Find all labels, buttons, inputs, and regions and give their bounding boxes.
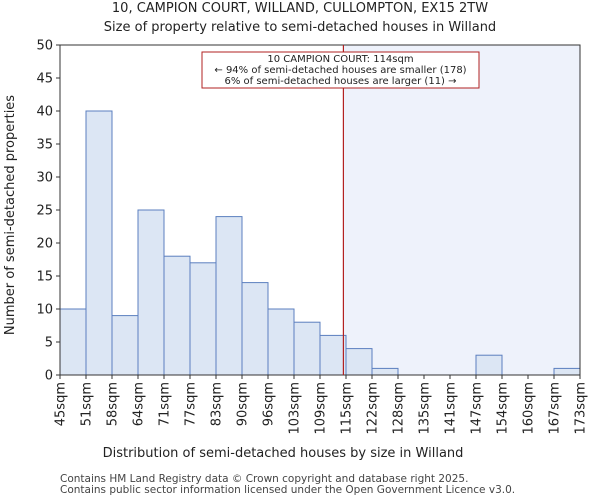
x-tick-label: 141sqm	[444, 382, 459, 435]
bar-96sqm	[267, 308, 295, 376]
x-tick-label: 58sqm	[106, 382, 121, 426]
footer-licence: Contains public sector information licen…	[60, 484, 516, 496]
x-tick-label: 122sqm	[366, 382, 381, 435]
bar-45sqm	[59, 308, 87, 376]
x-tick-label: 77sqm	[184, 382, 199, 426]
x-tick-label: 96sqm	[262, 382, 277, 426]
bar-115sqm	[345, 348, 373, 376]
y-tick-label: 5	[45, 336, 53, 351]
y-tick-label: 35	[36, 138, 53, 153]
x-tick-label: 64sqm	[132, 382, 147, 426]
y-tick-label: 25	[36, 204, 53, 219]
bar-77sqm	[189, 262, 217, 376]
larger-region-highlight	[343, 45, 580, 375]
bars	[59, 110, 581, 376]
x-tick-label: 173sqm	[574, 382, 589, 435]
y-tick-label: 45	[36, 72, 53, 87]
x-tick-label: 147sqm	[470, 382, 485, 435]
y-tick-label: 0	[45, 369, 53, 384]
axes: 0 5 10 15 20 25 30 35 40 45 50 45sqm 51sqm 58sqm 64sqm…	[36, 39, 588, 435]
bar-51sqm	[85, 110, 113, 376]
x-tick-label: 167sqm	[548, 382, 563, 435]
y-tick-label: 50	[36, 39, 53, 54]
bar-83sqm	[215, 216, 243, 376]
annotation-frame	[201, 51, 480, 89]
x-tick-label: 115sqm	[340, 382, 355, 435]
y-tick-label: 20	[36, 237, 53, 252]
annotation-line-3: 6% of semi-detached houses are larger (1…	[224, 76, 456, 87]
x-tick-label: 71sqm	[158, 382, 173, 426]
x-tick-label: 154sqm	[496, 382, 511, 435]
x-tick-label: 135sqm	[418, 382, 433, 435]
x-tick-label: 109sqm	[314, 382, 329, 435]
y-axis-label: Number of semi-detached properties	[3, 95, 18, 335]
bar-109sqm	[319, 334, 347, 376]
annotation-line-2: ← 94% of semi-detached houses are smalle…	[214, 65, 466, 76]
x-tick-label: 90sqm	[236, 382, 251, 426]
chart-subtitle: Size of property relative to semi-detach…	[104, 20, 496, 35]
y-tick-label: 30	[36, 171, 53, 186]
bar-122sqm	[371, 367, 399, 376]
bar-167sqm	[553, 367, 581, 376]
y-tick-label: 40	[36, 105, 53, 120]
annotation-box: 10 CAMPION COURT: 114sqm ← 94% of semi-d…	[201, 51, 480, 89]
annotation-line-1: 10 CAMPION COURT: 114sqm	[267, 54, 413, 65]
x-tick-label: 51sqm	[80, 382, 95, 426]
y-tick-label: 10	[36, 303, 53, 318]
bar-64sqm	[137, 209, 165, 376]
x-tick-label: 83sqm	[210, 382, 225, 426]
chart-title: 10, CAMPION COURT, WILLAND, CULLOMPTON, …	[112, 1, 488, 16]
bar-147sqm	[475, 354, 503, 376]
bar-90sqm	[241, 282, 269, 376]
y-tick-label: 15	[36, 270, 53, 285]
x-tick-label: 103sqm	[288, 382, 303, 435]
bar-103sqm	[293, 321, 321, 376]
x-tick-label: 160sqm	[522, 382, 537, 435]
bar-58sqm	[111, 315, 139, 376]
x-tick-label: 45sqm	[54, 382, 69, 426]
x-axis-label: Distribution of semi-detached houses by …	[103, 446, 464, 461]
footer-copyright: Contains HM Land Registry data © Crown c…	[60, 473, 469, 485]
x-tick-label: 128sqm	[392, 382, 407, 435]
bar-71sqm	[163, 255, 191, 376]
